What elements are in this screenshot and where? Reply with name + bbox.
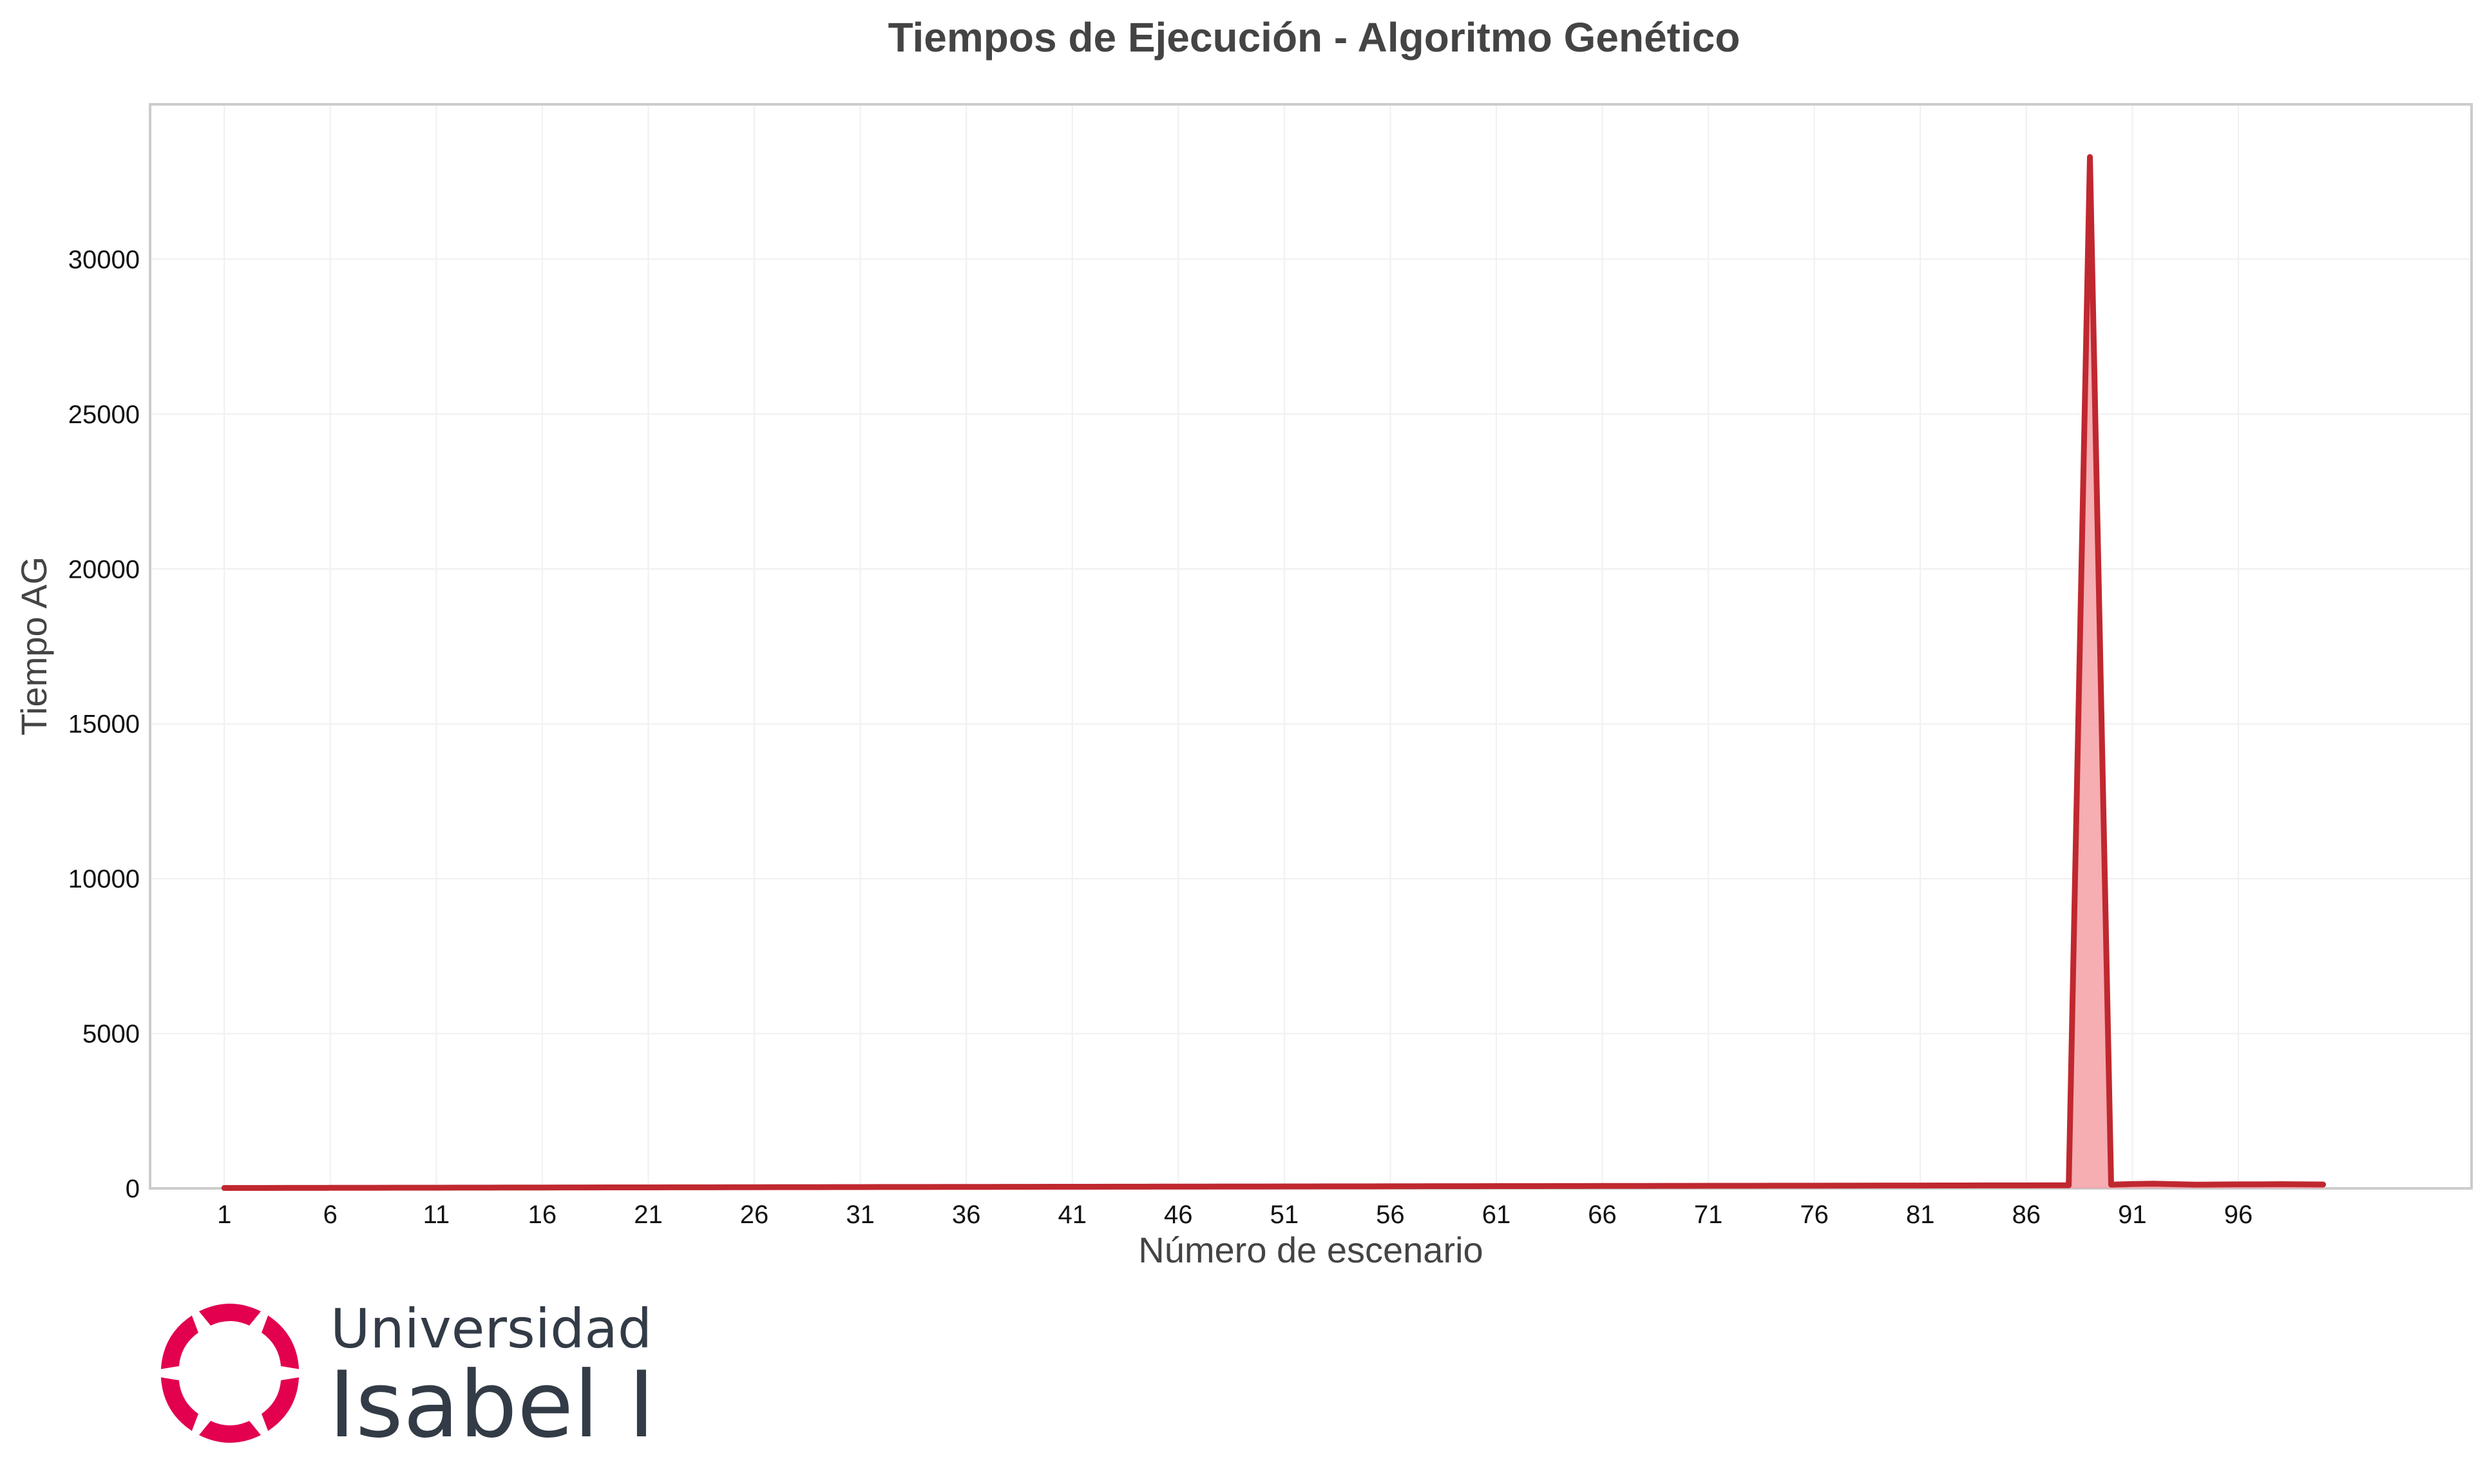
y-tick-label: 25000 (68, 401, 140, 429)
x-tick-labels: 1 6 11 16 21 26 31 36 41 46 51 56 61 66 71 76 81 86 91 96 (217, 1201, 2253, 1229)
plot-frame (149, 103, 2473, 1190)
x-tick-label: 86 (2012, 1201, 2041, 1229)
x-tick-label: 41 (1058, 1201, 1087, 1229)
university-logo: Universidad Isabel I (160, 1297, 655, 1458)
y-tick-label: 5000 (82, 1020, 140, 1049)
y-axis-label: Tiempo AG (14, 556, 54, 736)
grid (150, 104, 2472, 1189)
x-tick-label: 56 (1376, 1201, 1405, 1229)
x-tick-label: 51 (1270, 1201, 1299, 1229)
x-tick-label: 31 (846, 1201, 875, 1229)
x-tick-label: 1 (217, 1201, 231, 1229)
logo-petal (160, 1315, 198, 1369)
x-tick-label: 81 (1906, 1201, 1935, 1229)
x-tick-label: 66 (1588, 1201, 1617, 1229)
series-line (221, 154, 2327, 1191)
x-tick-label: 96 (2224, 1201, 2253, 1229)
logo-petal-shape (199, 1421, 261, 1443)
x-tick-label: 21 (634, 1201, 663, 1229)
series-group (221, 154, 2327, 1191)
logo-petal (199, 1421, 261, 1443)
y-tick-labels: 0 5000 10000 15000 20000 25000 30000 (68, 245, 140, 1203)
y-tick-label: 15000 (68, 710, 140, 739)
logo-petal-shape (199, 1304, 261, 1326)
chart-title: Tiempos de Ejecución - Algoritmo Genétic… (888, 14, 1740, 61)
x-tick-label: 26 (740, 1201, 769, 1229)
x-tick-label: 6 (323, 1201, 338, 1229)
logo-petal (262, 1377, 300, 1431)
x-tick-label: 61 (1482, 1201, 1511, 1229)
logo-petal (160, 1377, 198, 1431)
x-tick-label: 36 (952, 1201, 981, 1229)
logo-petal (199, 1304, 261, 1326)
x-tick-label: 11 (423, 1201, 450, 1229)
y-tick-label: 10000 (68, 865, 140, 893)
x-tick-label: 91 (2118, 1201, 2147, 1229)
logo-petal-shape (160, 1315, 198, 1369)
x-axis-label: Número de escenario (1138, 1230, 1483, 1270)
x-tick-label: 76 (1800, 1201, 1829, 1229)
logo-petal-shape (262, 1377, 300, 1431)
y-tick-label: 30000 (68, 245, 140, 274)
logo-petal-shape (262, 1315, 300, 1369)
logo-line1: Universidad (330, 1297, 652, 1360)
y-tick-label: 0 (126, 1175, 140, 1203)
y-tick-label: 20000 (68, 555, 140, 584)
logo-petal (262, 1315, 300, 1369)
logo-line2: Isabel I (329, 1352, 655, 1458)
x-tick-label: 16 (528, 1201, 557, 1229)
logo-mark-icon (160, 1304, 300, 1443)
x-tick-label: 46 (1164, 1201, 1193, 1229)
x-tick-label: 71 (1694, 1201, 1723, 1229)
logo-petal-shape (160, 1377, 198, 1431)
